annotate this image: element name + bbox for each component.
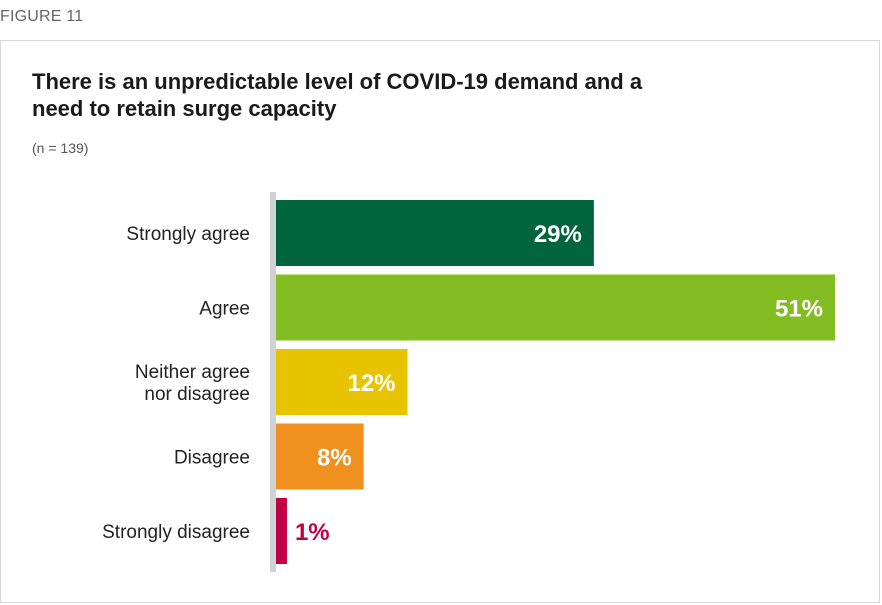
category-label: Strongly agree xyxy=(126,224,250,245)
bar xyxy=(276,349,408,415)
category-label: Disagree xyxy=(174,448,250,469)
bar xyxy=(276,200,594,266)
chart-subtitle: (n = 139) xyxy=(32,140,89,156)
category-label: Strongly disagree xyxy=(102,522,250,543)
value-label: 12% xyxy=(347,370,395,397)
chart-frame xyxy=(0,40,880,603)
bar xyxy=(276,274,835,341)
value-label: 8% xyxy=(317,445,352,472)
category-label: Neither agree nor disagree xyxy=(135,362,250,405)
bar xyxy=(276,498,287,564)
category-label: Agree xyxy=(199,299,250,320)
figure-label: FIGURE 11 xyxy=(0,8,84,25)
y-axis-line xyxy=(270,192,276,572)
bar xyxy=(276,423,364,490)
value-label: 29% xyxy=(534,221,582,248)
value-label: 1% xyxy=(295,519,330,546)
value-label: 51% xyxy=(775,296,823,323)
chart-title: There is an unpredictable level of COVID… xyxy=(32,69,643,121)
